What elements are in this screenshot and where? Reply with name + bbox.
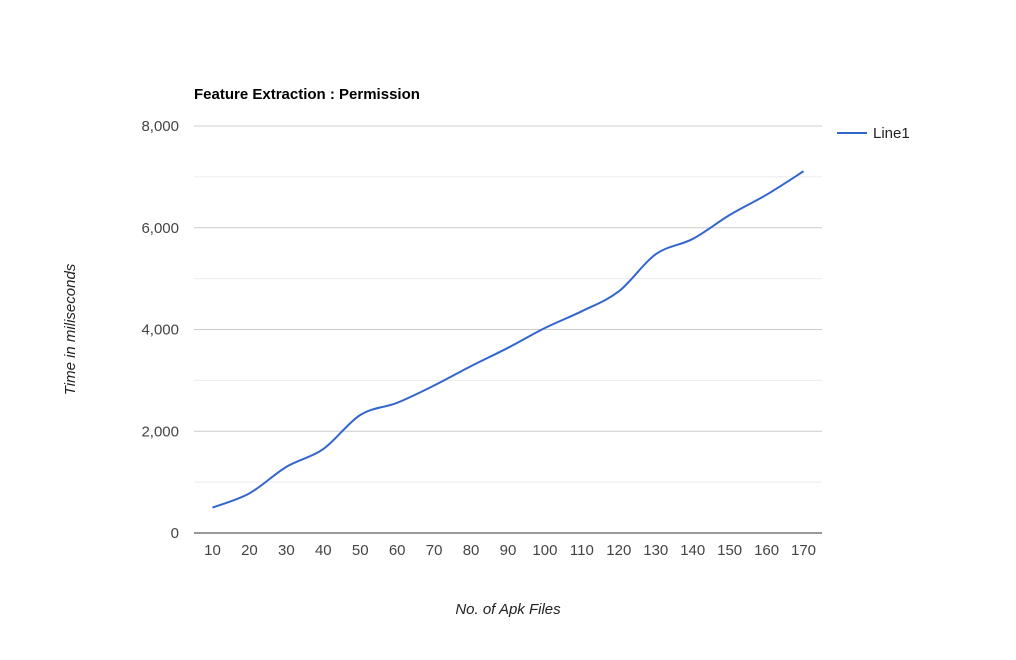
data-point[interactable] — [280, 461, 292, 473]
data-point[interactable] — [539, 322, 551, 334]
x-tick-label: 80 — [463, 542, 480, 559]
data-point[interactable] — [317, 443, 329, 455]
data-point[interactable] — [576, 305, 588, 317]
x-tick-label: 150 — [717, 542, 742, 559]
data-point[interactable] — [761, 189, 773, 201]
y-axis-ticks: 0 2,000 4,000 6,000 8,000 — [141, 118, 179, 542]
x-tick-label: 30 — [278, 542, 295, 559]
x-axis-ticks: 10 20 30 40 50 60 70 80 90 100 110 120 130 140 150 160 1… — [204, 542, 816, 559]
data-point[interactable] — [687, 233, 699, 245]
x-axis-label: No. of Apk Files — [455, 601, 561, 618]
x-tick-label: 130 — [643, 542, 668, 559]
y-tick-label: 8,000 — [141, 118, 179, 135]
x-tick-label: 120 — [606, 542, 631, 559]
x-tick-label: 50 — [352, 542, 369, 559]
y-tick-label: 6,000 — [141, 220, 179, 237]
x-tick-label: 100 — [532, 542, 557, 559]
series-group — [206, 165, 810, 514]
data-point[interactable] — [465, 360, 477, 372]
data-point[interactable] — [798, 165, 810, 177]
data-point[interactable] — [502, 342, 514, 354]
x-tick-label: 160 — [754, 542, 779, 559]
data-point[interactable] — [391, 397, 403, 409]
x-tick-label: 70 — [426, 542, 443, 559]
data-point[interactable] — [428, 379, 440, 391]
x-tick-label: 60 — [389, 542, 406, 559]
x-tick-label: 10 — [204, 542, 221, 559]
x-tick-label: 20 — [241, 542, 258, 559]
data-point[interactable] — [613, 285, 625, 297]
y-axis-label: Time in miliseconds — [62, 263, 79, 395]
legend[interactable]: Line1 — [837, 125, 910, 142]
data-point[interactable] — [724, 209, 736, 221]
data-point[interactable] — [243, 487, 255, 499]
chart-title: Feature Extraction : Permission — [194, 86, 420, 103]
legend-label-line1: Line1 — [873, 125, 910, 142]
x-tick-label: 110 — [570, 542, 594, 559]
data-point[interactable] — [206, 502, 218, 514]
x-tick-label: 140 — [680, 542, 705, 559]
data-point[interactable] — [354, 409, 366, 421]
series-line-line1[interactable] — [212, 170, 805, 509]
y-tick-label: 0 — [171, 525, 179, 542]
y-tick-label: 4,000 — [141, 322, 179, 339]
gridlines — [194, 125, 822, 483]
data-point[interactable] — [650, 248, 662, 260]
x-tick-label: 40 — [315, 542, 332, 559]
x-tick-label: 90 — [500, 542, 517, 559]
y-tick-label: 2,000 — [141, 423, 179, 440]
x-tick-label: 170 — [791, 542, 816, 559]
